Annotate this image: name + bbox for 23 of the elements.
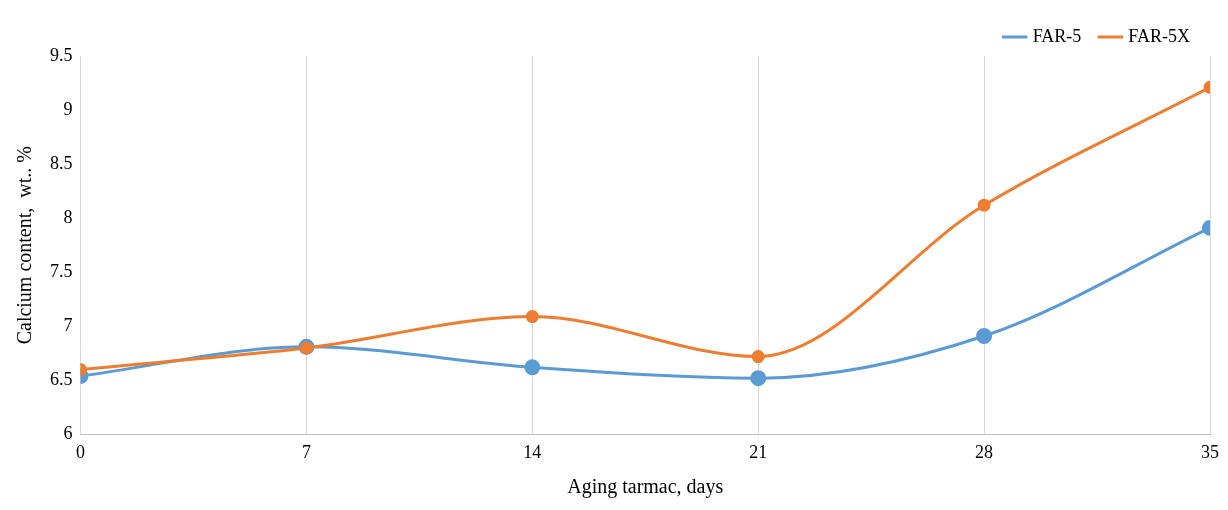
y-tick-label: 9 [63, 98, 73, 119]
x-axis-title: Aging tarmac, days [567, 475, 724, 499]
y-axis-title: Calcium content, wt.. % [13, 146, 36, 345]
point [977, 198, 991, 212]
y-tick-label: 9.5 [50, 44, 73, 65]
y-tick-label: 7 [63, 315, 73, 336]
legend-label: FAR-5 [1032, 25, 1082, 46]
point [524, 359, 541, 376]
legend-label: FAR-5X [1128, 25, 1191, 46]
point [750, 370, 767, 387]
x-tick-label: 35 [1201, 441, 1219, 462]
x-tick-label: 14 [523, 441, 542, 462]
x-tick-label: 21 [749, 441, 768, 462]
y-tick-label: 8 [63, 206, 73, 227]
point [525, 310, 539, 324]
y-tick-label: 8.5 [50, 152, 73, 173]
x-tick-label: 28 [975, 441, 994, 462]
point [751, 350, 765, 364]
y-tick-label: 7.5 [50, 260, 73, 281]
x-tick-label: 0 [76, 441, 85, 462]
y-tick-label: 6 [63, 423, 73, 444]
y-tick-label: 6.5 [50, 369, 73, 390]
x-tick-label: 7 [301, 441, 311, 462]
